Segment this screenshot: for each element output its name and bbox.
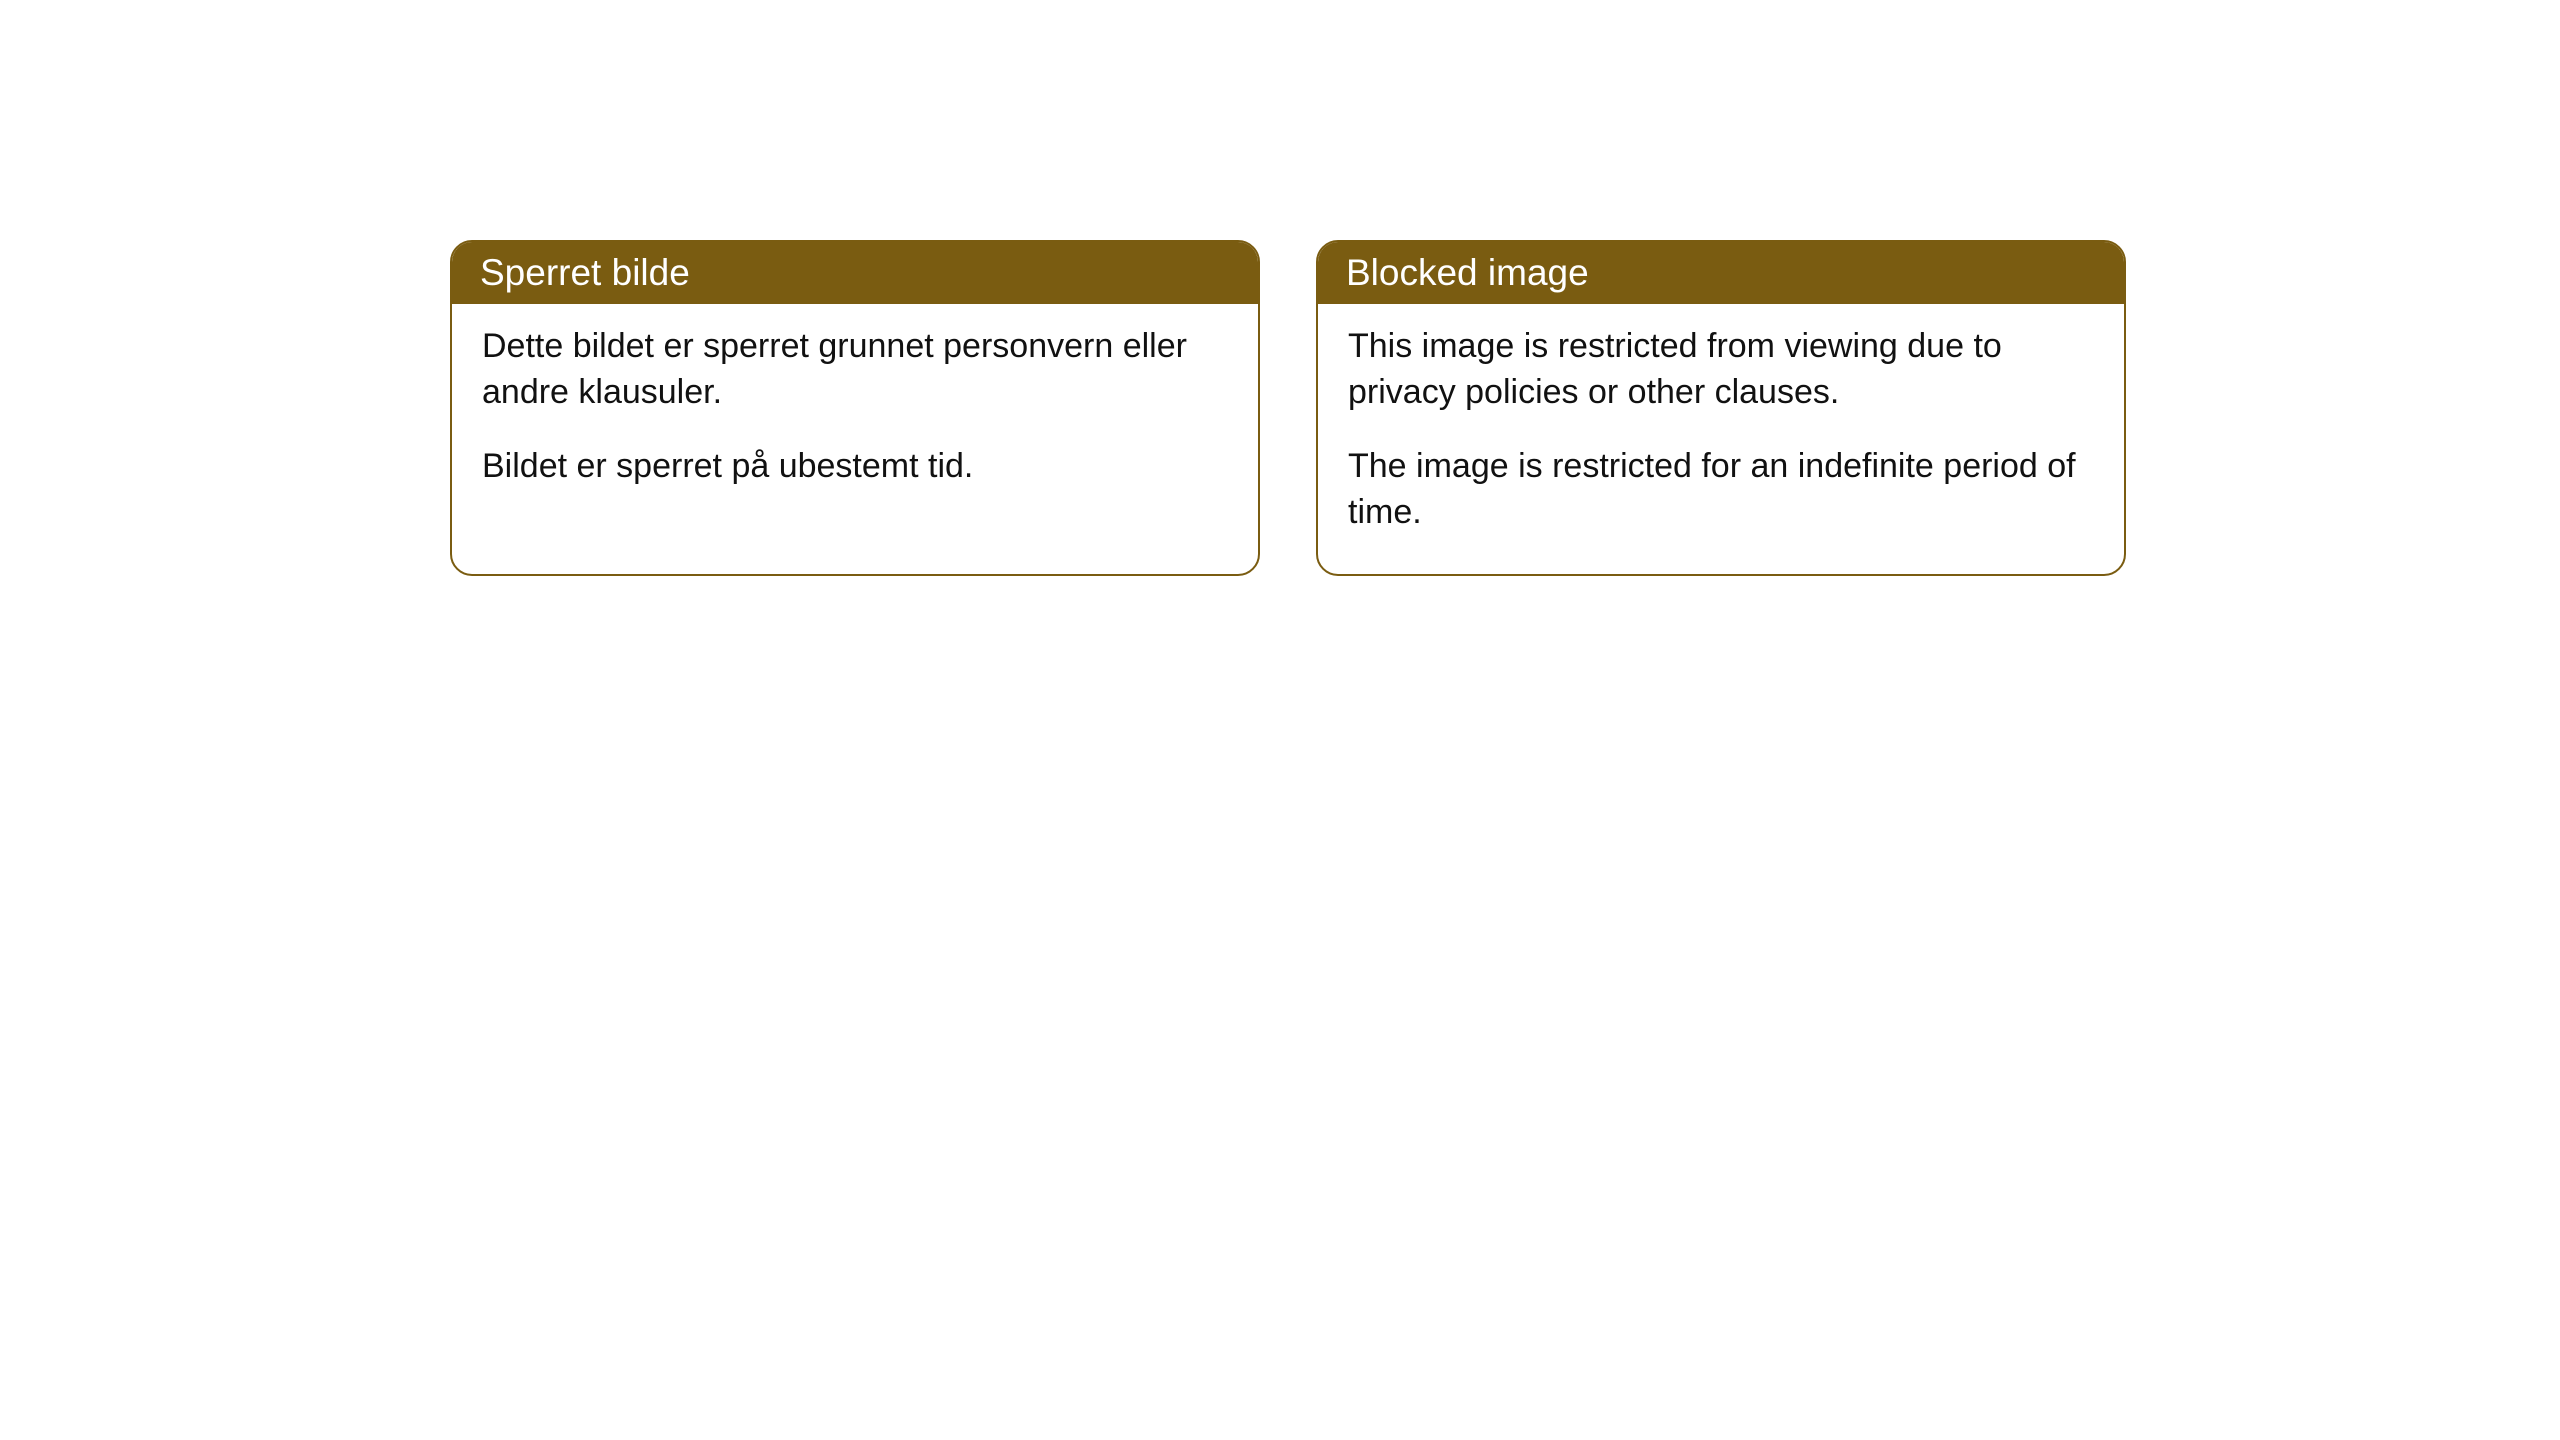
- card-body: This image is restricted from viewing du…: [1318, 304, 2124, 574]
- card-container: Sperret bilde Dette bildet er sperret gr…: [450, 240, 2126, 576]
- card-title: Sperret bilde: [480, 252, 690, 293]
- blocked-image-card-english: Blocked image This image is restricted f…: [1316, 240, 2126, 576]
- card-header: Sperret bilde: [452, 242, 1258, 304]
- blocked-image-card-norwegian: Sperret bilde Dette bildet er sperret gr…: [450, 240, 1260, 576]
- card-paragraph-2: Bildet er sperret på ubestemt tid.: [482, 444, 1228, 490]
- card-paragraph-1: This image is restricted from viewing du…: [1348, 324, 2094, 416]
- card-header: Blocked image: [1318, 242, 2124, 304]
- card-paragraph-2: The image is restricted for an indefinit…: [1348, 444, 2094, 536]
- card-body: Dette bildet er sperret grunnet personve…: [452, 304, 1258, 528]
- card-title: Blocked image: [1346, 252, 1589, 293]
- card-paragraph-1: Dette bildet er sperret grunnet personve…: [482, 324, 1228, 416]
